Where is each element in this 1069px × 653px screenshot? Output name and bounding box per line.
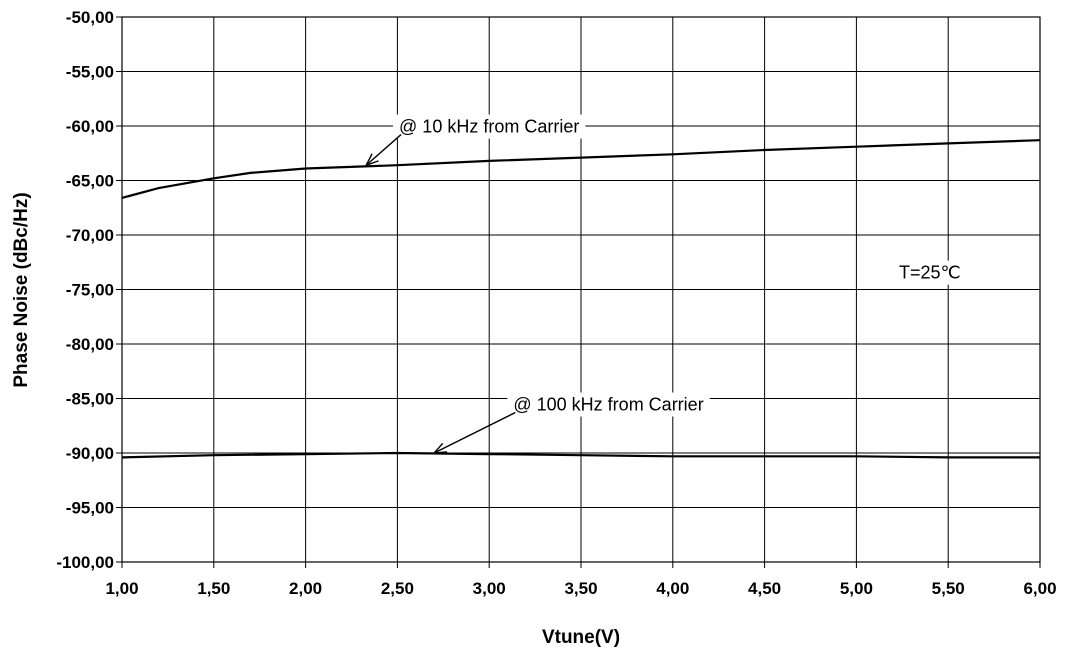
x-tick-label: 6,00 [1023,579,1056,598]
series-layer [121,139,1041,459]
y-tick-label: -50,00 [66,8,114,27]
x-tick-label: 3,00 [473,579,506,598]
x-tick-label: 3,50 [564,579,597,598]
grid-lines [116,16,1041,568]
y-tick-label: -85,00 [66,390,114,409]
anno-10khz-background [393,114,586,139]
x-tick-label: 5,50 [932,579,965,598]
anno-temperature: T=25℃ [899,263,961,283]
anno-10khz-arrowhead [364,153,379,167]
anno-10khz: @ 10 kHz from Carrier [399,117,579,137]
series-line-1 [121,139,1041,199]
anno-100khz-background [507,392,710,417]
series-line-2 [121,451,1040,459]
y-tick-label: -75,00 [66,281,114,300]
anno-temperature-background [892,260,967,285]
y-tick-label: -65,00 [66,172,114,191]
y-axis-title: Phase Noise (dBc/Hz) [11,192,32,387]
y-tick-label: -95,00 [66,499,114,518]
y-tick-label: -90,00 [66,444,114,463]
y-tick-label: -70,00 [66,226,114,245]
y-tick-label: -60,00 [66,117,114,136]
x-tick-label: 1,50 [197,579,230,598]
x-axis-title: Vtune(V) [542,627,620,648]
y-tick-label: -80,00 [66,335,114,354]
annotation-layer: @ 10 kHz from Carrier @ 100 kHz from Carr… [364,114,967,454]
anno-10khz-arrow [365,134,402,166]
x-tick-label: 2,50 [381,579,414,598]
y-tick-label: -100,00 [56,553,114,572]
x-tick-label: 4,50 [748,579,781,598]
x-tick-label: 1,00 [105,579,138,598]
tick-labels: 1,00 1,50 2,00 2,50 3,00 3,50 4,00 4,50 5,00 5,50… [56,8,1056,598]
anno-100khz-arrow [433,411,516,454]
anno-100khz: @ 100 kHz from Carrier [513,394,703,414]
anno-100khz-arrowhead [432,442,448,454]
x-tick-label: 5,00 [840,579,873,598]
x-tick-label: 4,00 [656,579,689,598]
x-tick-label: 2,00 [289,579,322,598]
plot-frame [121,16,1041,563]
y-tick-label: -55,00 [66,63,114,82]
